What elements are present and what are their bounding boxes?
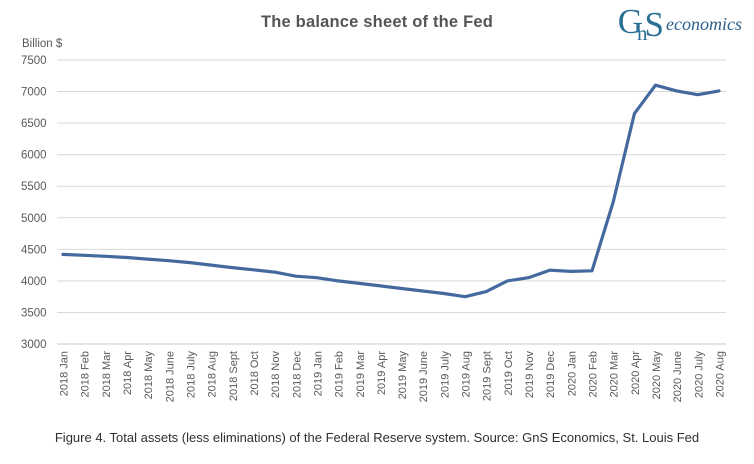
x-tick-label: 2019 June — [418, 351, 430, 402]
y-tick-label: 4500 — [21, 244, 47, 256]
x-tick-label: 2018 May — [143, 351, 155, 400]
y-axis-unit-label: Billion $ — [22, 38, 63, 50]
x-tick-label: 2020 Jan — [566, 351, 578, 396]
x-tick-label: 2018 Mar — [101, 351, 113, 398]
x-tick-label: 2018 Oct — [249, 351, 261, 396]
x-tick-label: 2020 May — [651, 351, 663, 400]
x-tick-label: 2020 Aug — [715, 351, 727, 398]
x-tick-label: 2018 July — [185, 351, 197, 399]
fed-total-assets-line — [61, 83, 721, 299]
x-tick-label: 2020 Apr — [630, 351, 642, 395]
x-tick-label: 2020 Mar — [609, 351, 621, 398]
x-tick-label: 2019 Sept — [482, 351, 494, 401]
x-tick-label: 2018 Dec — [291, 351, 303, 399]
x-tick-label: 2019 May — [397, 351, 409, 400]
gns-economics-logo: GnS economics — [617, 2, 742, 44]
x-tick-label: 2020 July — [693, 351, 705, 399]
logo-letter-s: S — [644, 5, 665, 44]
x-tick-label: 2018 Aug — [207, 351, 219, 398]
y-tick-label: 3500 — [21, 307, 47, 319]
y-tick-label: 5000 — [21, 213, 47, 225]
x-tick-label: 2019 Nov — [524, 351, 536, 399]
x-tick-label: 2019 Feb — [334, 351, 346, 397]
x-tick-label: 2018 Sept — [228, 351, 240, 401]
x-tick-label: 2020 June — [672, 351, 684, 402]
x-tick-label: 2018 June — [164, 351, 176, 402]
x-tick-label: 2019 Aug — [461, 351, 473, 398]
x-tick-label: 2018 Jan — [59, 351, 71, 396]
y-tick-label: 6500 — [21, 118, 47, 130]
x-tick-label: 2018 Feb — [80, 351, 92, 397]
logo-letter-g: G — [617, 2, 644, 41]
x-tick-label: 2019 Dec — [545, 351, 557, 399]
x-tick-label: 2018 Apr — [122, 351, 134, 395]
logo-letter-n: n — [637, 21, 648, 45]
x-tick-label: 2019 July — [439, 351, 451, 399]
chart-title: The balance sheet of the Fed — [260, 13, 494, 31]
figure-caption: Figure 4. Total assets (less elimination… — [54, 430, 700, 445]
y-tick-label: 7000 — [21, 87, 47, 99]
x-tick-label: 2020 Feb — [588, 351, 600, 397]
x-tick-label: 2019 Jan — [312, 351, 324, 396]
x-tick-label: 2019 Mar — [355, 351, 367, 398]
line-chart-plot-area: 7500 7000 6500 6000 5500 5000 4500 4000 3500 3000… — [21, 55, 727, 402]
y-tick-label: 3000 — [21, 339, 47, 351]
x-tick-label: 2019 Apr — [376, 351, 388, 395]
y-tick-label: 4000 — [21, 276, 47, 288]
x-tick-label: 2019 Oct — [503, 351, 515, 396]
y-tick-label: 5500 — [21, 181, 47, 193]
y-tick-label: 7500 — [21, 55, 47, 67]
x-tick-label: 2018 Nov — [270, 351, 282, 399]
y-tick-label: 6000 — [21, 150, 47, 162]
logo-wordmark: economics — [666, 14, 742, 34]
